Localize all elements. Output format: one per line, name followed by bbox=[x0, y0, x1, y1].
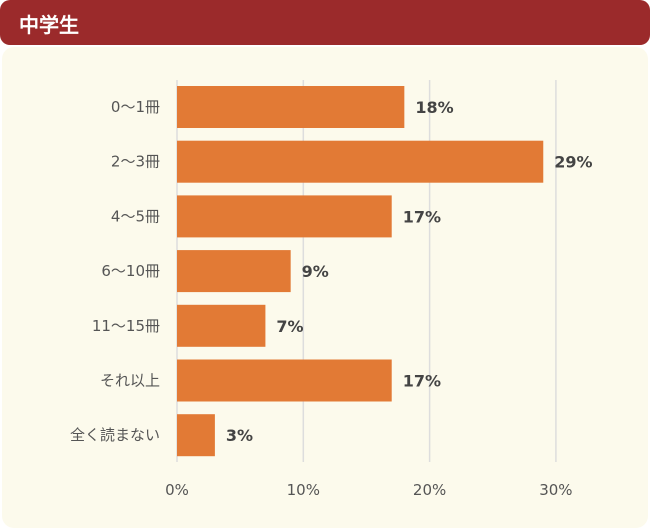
bar bbox=[177, 304, 266, 347]
data-label: 18% bbox=[415, 98, 453, 117]
bar bbox=[177, 250, 291, 293]
x-tick-label: 30% bbox=[539, 481, 572, 499]
data-label: 17% bbox=[403, 372, 441, 391]
x-tick-label: 0% bbox=[165, 481, 189, 499]
x-tick-label: 10% bbox=[287, 481, 320, 499]
bar bbox=[177, 359, 392, 402]
data-label: 9% bbox=[302, 262, 329, 281]
category-label: 全く読まない bbox=[70, 426, 160, 444]
bar bbox=[177, 195, 392, 238]
category-label: 4〜5冊 bbox=[111, 207, 160, 225]
chart-title: 中学生 bbox=[19, 13, 79, 37]
x-tick-label: 20% bbox=[413, 481, 446, 499]
data-label: 17% bbox=[403, 207, 441, 226]
data-label: 29% bbox=[554, 153, 592, 172]
category-label: 6〜10冊 bbox=[101, 262, 160, 280]
category-label: 11〜15冊 bbox=[92, 317, 160, 335]
category-label: それ以上 bbox=[100, 372, 160, 390]
bar bbox=[177, 414, 215, 457]
bar bbox=[177, 86, 405, 128]
data-label: 7% bbox=[276, 317, 303, 336]
data-label: 3% bbox=[226, 426, 253, 445]
category-label: 2〜3冊 bbox=[111, 153, 160, 171]
bar bbox=[177, 140, 544, 183]
category-label: 0〜1冊 bbox=[111, 98, 160, 116]
chart-header: 中学生 bbox=[0, 0, 650, 45]
